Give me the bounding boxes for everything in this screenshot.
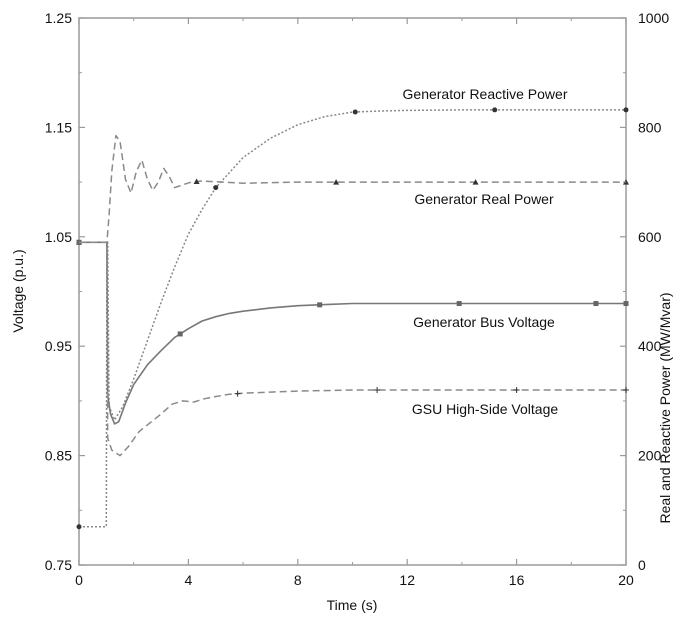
y-right-tick-label: 600 <box>638 229 662 245</box>
series-marker-generator-reactive-power <box>76 524 82 530</box>
y-left-tick-label: 0.75 <box>45 557 72 573</box>
y-axis-left-title: Voltage (p.u.) <box>10 249 26 332</box>
series-marker-generator-reactive-power <box>623 107 629 113</box>
y-axis-right-title: Real and Reactive Power (MW/Mvar) <box>657 292 673 523</box>
y-right-tick-label: 1000 <box>638 10 669 26</box>
y-left-tick-label: 1.25 <box>45 10 72 26</box>
x-tick-label: 12 <box>399 572 415 588</box>
y-right-tick-label: 400 <box>638 338 662 354</box>
series-marker-generator-real-power <box>333 179 340 185</box>
series-marker-generator-reactive-power <box>213 185 219 191</box>
x-axis-title: Time (s) <box>327 597 378 613</box>
y-left-tick-label: 1.15 <box>45 119 72 135</box>
series-marker-gsu-high-side-voltage <box>234 390 241 397</box>
series-marker-generator-reactive-power <box>492 107 498 113</box>
series-marker-generator-real-power <box>472 179 479 185</box>
series-marker-generator-real-power <box>193 178 200 185</box>
series-marker-generator-bus-voltage <box>456 301 462 307</box>
x-tick-label: 16 <box>509 572 525 588</box>
series-marker-generator-bus-voltage <box>177 331 183 337</box>
y-right-tick-label: 0 <box>638 557 646 573</box>
series-marker-gsu-high-side-voltage <box>374 386 381 393</box>
x-tick-label: 0 <box>75 572 83 588</box>
series-marker-generator-bus-voltage <box>623 301 629 307</box>
series-line-gsu-high-side-voltage <box>79 241 626 457</box>
x-tick-label: 8 <box>294 572 302 588</box>
series-line-generator-real-power <box>79 134 626 244</box>
y-left-tick-label: 0.85 <box>45 448 72 464</box>
y-left-tick-label: 0.95 <box>45 338 72 354</box>
y-right-tick-label: 200 <box>638 448 662 464</box>
series-line-generator-bus-voltage <box>79 241 626 425</box>
series-label-generator-bus-voltage: Generator Bus Voltage <box>413 314 555 330</box>
y-left-tick-label: 1.05 <box>45 229 72 245</box>
series-label-generator-real-power: Generator Real Power <box>414 191 554 207</box>
series-marker-generator-bus-voltage <box>317 302 323 308</box>
x-tick-label: 20 <box>618 572 634 588</box>
series-marker-generator-bus-voltage <box>593 301 599 307</box>
series-label-generator-reactive-power: Generator Reactive Power <box>403 86 568 102</box>
series-marker-generator-reactive-power <box>352 109 358 115</box>
x-tick-label: 4 <box>185 572 193 588</box>
series-marker-gsu-high-side-voltage <box>623 386 629 393</box>
series-label-gsu-high-side-voltage: GSU High-Side Voltage <box>412 401 559 417</box>
series-marker-gsu-high-side-voltage <box>513 386 520 393</box>
y-right-tick-label: 800 <box>638 119 662 135</box>
